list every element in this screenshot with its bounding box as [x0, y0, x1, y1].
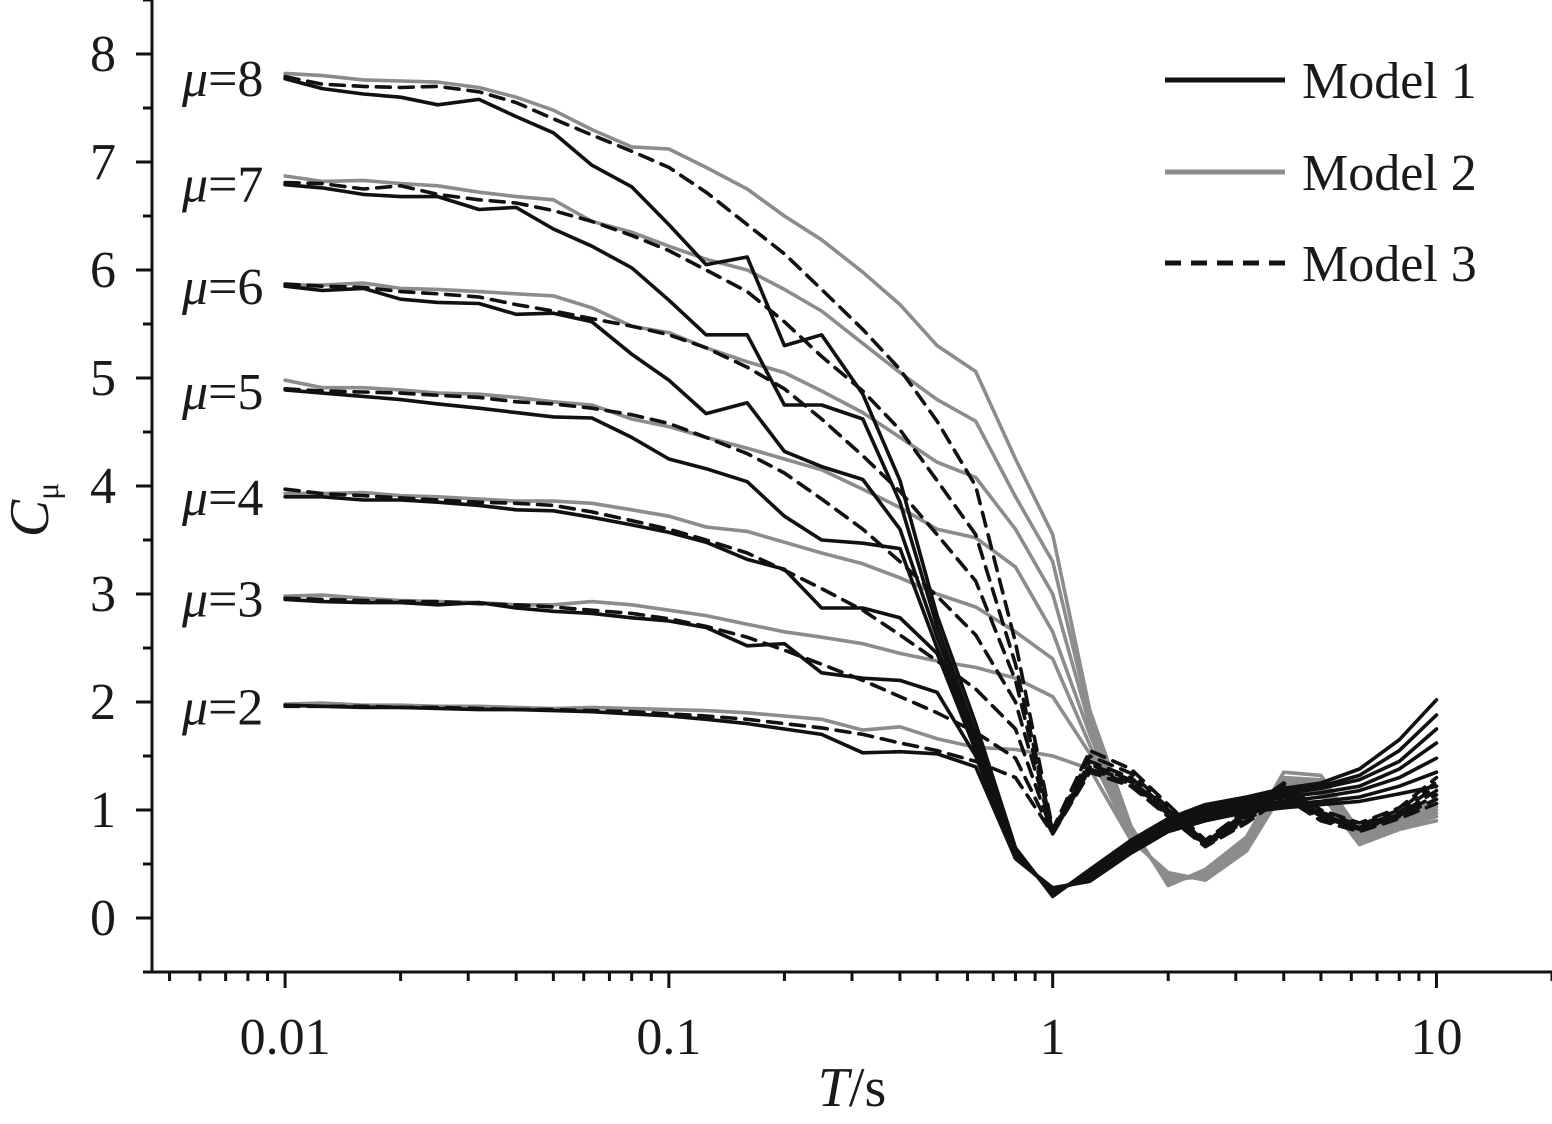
- series-model-1-mu-7: [283, 182, 1439, 897]
- series-model-1-mu-4: [283, 494, 1439, 892]
- y-tick-label: 7: [90, 134, 116, 191]
- series-model-3-mu-6: [283, 282, 1439, 845]
- legend: Model 1 Model 2 Model 3: [1165, 53, 1477, 293]
- series-model-1-mu-6: [283, 284, 1439, 894]
- series-model-1-mu-5: [283, 388, 1439, 893]
- mu-symbol: μ: [181, 571, 208, 628]
- x-axis-title: T/s: [818, 1057, 887, 1119]
- mu-value: =7: [208, 157, 263, 214]
- mu-symbol: μ: [181, 157, 208, 214]
- mu-label-3: μ=3: [181, 571, 263, 628]
- x-axis-title-italic: T: [818, 1057, 853, 1119]
- mu-symbol: μ: [181, 51, 208, 108]
- mu-label-5: μ=5: [181, 364, 263, 421]
- legend-label-model-3: Model 3: [1302, 236, 1477, 293]
- mu-value: =2: [208, 679, 263, 736]
- y-tick-label: 6: [90, 242, 116, 299]
- mu-symbol: μ: [181, 679, 208, 736]
- mu-symbol: μ: [181, 259, 208, 316]
- mu-symbol: μ: [181, 364, 208, 421]
- svg-text:Cμ: Cμ: [0, 483, 65, 538]
- x-tick-label: 1: [1040, 1009, 1066, 1066]
- x-tick-label: 0.1: [636, 1009, 701, 1066]
- y-axis-title: Cμ: [0, 483, 65, 538]
- series-layer: [283, 71, 1439, 899]
- mu-value: =3: [208, 571, 263, 628]
- y-tick-label: 4: [90, 458, 116, 515]
- mu-label-7: μ=7: [181, 157, 263, 214]
- series-model-1-mu-8: [283, 77, 1439, 899]
- x-axis-title-unit: /s: [849, 1057, 886, 1119]
- mu-value: =6: [208, 259, 263, 316]
- legend-label-model-1: Model 1: [1302, 53, 1477, 110]
- series-model-3-mu-5: [283, 386, 1439, 847]
- mu-symbol: μ: [181, 470, 208, 527]
- x-tick-label: 0.01: [240, 1009, 331, 1066]
- y-tick-label: 2: [90, 674, 116, 731]
- mu-value: =4: [208, 470, 263, 527]
- y-tick-label: 8: [90, 26, 116, 83]
- mu-label-8: μ=8: [181, 51, 263, 108]
- mu-value: =8: [208, 51, 263, 108]
- series-model-2-mu-2: [283, 701, 1439, 883]
- y-axis-title-main: C: [0, 499, 61, 537]
- series-model-2-mu-3: [283, 593, 1439, 881]
- series-model-3-mu-3: [283, 596, 1439, 848]
- mu-label-6: μ=6: [181, 259, 263, 316]
- axes-layer: [136, 0, 1552, 988]
- y-tick-label: 1: [90, 782, 116, 839]
- y-tick-label: 5: [90, 350, 116, 407]
- mu-label-4: μ=4: [181, 470, 263, 527]
- y-tick-label: 3: [90, 566, 116, 623]
- mu-label-2: μ=2: [181, 679, 263, 736]
- series-model-3-mu-8: [283, 74, 1439, 843]
- series-model-3-mu-4: [283, 487, 1439, 847]
- series-model-3-mu-7: [283, 180, 1439, 845]
- x-tick-label: 10: [1410, 1009, 1462, 1066]
- y-axis-title-subscript: μ: [29, 483, 65, 500]
- series-model-3-mu-2: [283, 704, 1439, 849]
- y-tick-label: 0: [90, 890, 116, 947]
- legend-label-model-2: Model 2: [1302, 145, 1477, 202]
- mu-value: =5: [208, 364, 263, 421]
